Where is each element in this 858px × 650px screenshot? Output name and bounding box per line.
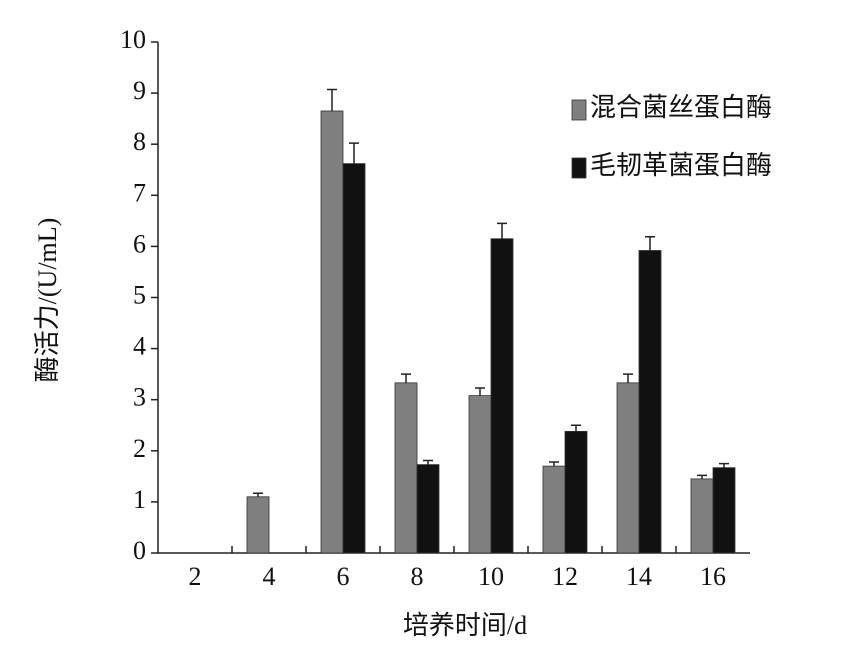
error-bar [423,459,433,465]
bar [246,496,270,554]
bar [638,250,662,554]
bar [342,163,366,554]
legend-label: 混合菌丝蛋白酶 [590,93,772,122]
y-tick-label: 10 [120,25,146,54]
y-axis-title: 酶活力/(U/mL) [33,218,62,383]
error-bar [497,222,507,239]
y-tick-label: 1 [133,485,146,514]
x-axis-title: 培养时间/d [403,611,527,640]
y-tick-label: 2 [133,434,146,463]
bar [690,478,714,554]
y-tick-label: 3 [133,383,146,412]
error-bar [571,424,581,432]
error-bar [475,387,485,396]
legend-label: 毛韧革菌蛋白酶 [590,151,772,180]
x-tick-label: 6 [337,562,350,591]
error-bar [549,461,559,467]
x-tick-label: 10 [478,562,504,591]
error-bar [327,88,337,111]
x-tick-label: 16 [700,562,726,591]
bar [564,430,588,554]
x-tick-label: 4 [263,562,276,591]
legend-swatch [571,99,587,121]
error-bar [697,474,707,479]
x-tick-label: 12 [552,562,578,591]
y-tick-label: 0 [133,536,146,565]
y-tick-label: 4 [133,332,146,361]
y-tick-label: 7 [133,178,146,207]
error-bar [253,492,263,497]
y-tick-label: 8 [133,127,146,156]
bar [320,110,344,554]
error-bar [645,235,655,251]
error-bar [401,373,411,383]
bar [490,238,514,554]
legend-swatch [571,157,587,179]
bar [542,465,566,554]
x-tick-label: 2 [189,562,202,591]
bar [394,382,418,554]
y-tick-label: 9 [133,76,146,105]
y-tick-label: 6 [133,229,146,258]
bar [468,395,492,554]
bar [616,382,640,554]
y-tick-label: 5 [133,280,146,309]
x-tick-label: 14 [626,562,652,591]
bar [712,467,736,554]
error-bar [623,373,633,383]
error-bar [349,142,359,164]
bar [416,464,440,554]
x-tick-label: 8 [411,562,424,591]
error-bar [719,462,729,468]
